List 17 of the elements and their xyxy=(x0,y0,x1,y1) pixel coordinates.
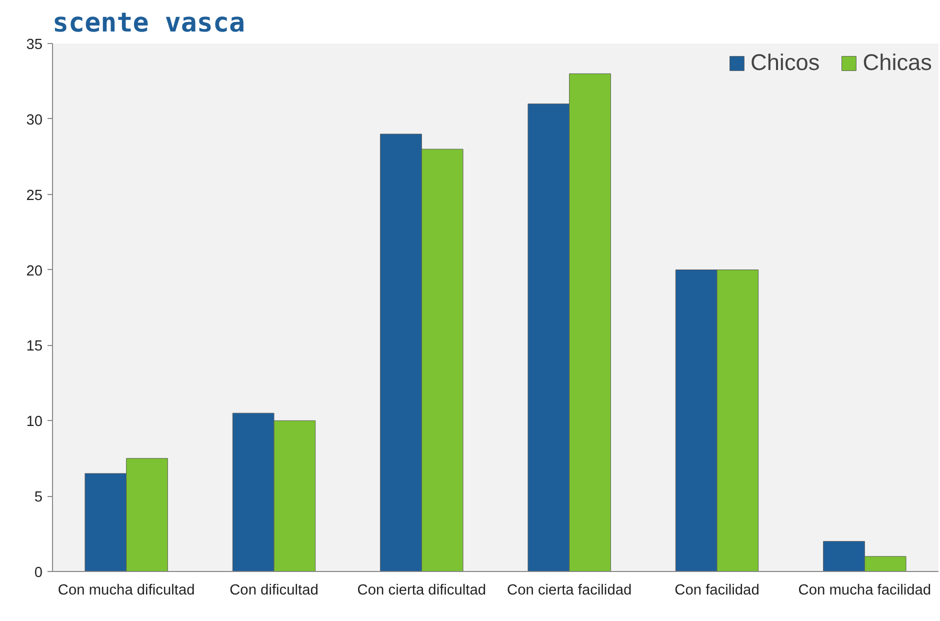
y-tick-label: 0 xyxy=(34,565,43,581)
y-tick-label: 5 xyxy=(34,490,43,506)
x-tick-label: Con mucha dificultad xyxy=(58,582,195,598)
y-tick-label: 35 xyxy=(26,37,43,53)
y-tick-label: 20 xyxy=(26,263,43,280)
x-tick-label: Con cierta facilidad xyxy=(507,582,632,598)
y-tick-label: 30 xyxy=(26,112,43,128)
legend-label: Chicas xyxy=(862,49,932,76)
x-tick-label: Con cierta dificultad xyxy=(357,582,486,598)
chart-title: scente vasca xyxy=(52,8,246,38)
y-tick-label: 10 xyxy=(26,414,43,430)
y-tick-label: 25 xyxy=(26,188,43,204)
x-tick-label: Con mucha facilidad xyxy=(798,582,932,598)
x-tick-label: Con dificultad xyxy=(230,582,318,598)
legend-label: Chicos xyxy=(750,49,820,76)
x-tick-label: Con facilidad xyxy=(674,582,760,598)
y-tick-label: 15 xyxy=(26,338,43,355)
